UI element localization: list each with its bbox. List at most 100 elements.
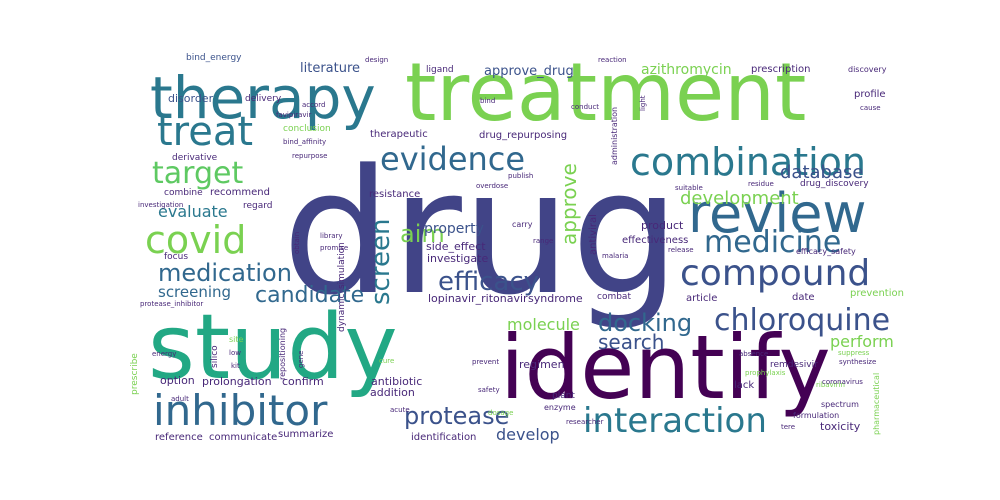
cloud-word: prolongation xyxy=(202,375,272,388)
cloud-word: reference xyxy=(155,432,203,443)
cloud-word: database xyxy=(780,162,863,183)
cloud-word: covid xyxy=(145,218,246,262)
cloud-word: overdose xyxy=(476,182,508,190)
cloud-word: accord xyxy=(302,101,325,109)
cloud-word: tere xyxy=(781,423,795,431)
cloud-word: conclusion xyxy=(283,124,331,134)
cloud-word: develop xyxy=(496,425,560,444)
cloud-word: regimen xyxy=(519,358,565,371)
cloud-word: identification xyxy=(411,432,476,443)
cloud-word: cure xyxy=(379,357,394,365)
cloud-word: repurpose xyxy=(292,152,327,160)
cloud-word: residue xyxy=(748,180,774,188)
cloud-word: property xyxy=(424,221,484,237)
cloud-word: search xyxy=(598,330,664,354)
cloud-word: screening xyxy=(158,283,231,301)
cloud-word: low xyxy=(229,349,241,357)
cloud-word: approve_drug xyxy=(484,64,574,79)
cloud-word: study xyxy=(148,295,398,400)
cloud-word: focus xyxy=(164,252,188,262)
cloud-word: disorder xyxy=(168,92,214,105)
cloud-word: remdesivir xyxy=(770,360,818,370)
cloud-word: ligand xyxy=(426,65,454,75)
cloud-word: treat xyxy=(157,109,253,155)
cloud-word: researcher xyxy=(566,418,604,426)
cloud-word: communicate xyxy=(209,432,277,443)
cloud-word: chloroquine xyxy=(714,303,890,338)
cloud-word: prevention xyxy=(850,288,904,299)
cloud-word: perform xyxy=(830,332,894,351)
cloud-word: prevent xyxy=(472,358,499,366)
cloud-word: suitable xyxy=(675,184,703,192)
cloud-word: investigation xyxy=(138,201,183,209)
cloud-word: combine xyxy=(164,188,203,198)
cloud-word: drug xyxy=(282,132,680,333)
cloud-word: candidate xyxy=(255,283,364,308)
cloud-word: discovery xyxy=(848,65,887,74)
cloud-word: kit xyxy=(231,362,240,370)
cloud-word: azithromycin xyxy=(641,62,732,78)
cloud-word: acute xyxy=(390,406,410,414)
cloud-word: approve xyxy=(557,163,581,245)
cloud-word: adult xyxy=(171,395,189,403)
cloud-word: development xyxy=(680,188,799,209)
cloud-word: medicine xyxy=(704,225,841,260)
cloud-word: evidence xyxy=(380,140,525,178)
cloud-word: therapeutic xyxy=(370,129,428,140)
cloud-word: efficacy xyxy=(438,267,539,297)
cloud-word: prophylaxis xyxy=(745,369,786,377)
cloud-word: article xyxy=(686,293,717,304)
cloud-word: derivative xyxy=(172,153,218,163)
cloud-word: combat xyxy=(597,292,631,302)
cloud-word: absence xyxy=(739,350,768,358)
cloud-word: profile xyxy=(854,89,886,100)
cloud-word: lack xyxy=(734,380,754,391)
cloud-word: antiviral xyxy=(588,214,599,255)
cloud-word: conduct xyxy=(571,103,599,111)
cloud-word: treatment xyxy=(405,46,806,139)
cloud-word: target xyxy=(152,156,243,191)
cloud-word: recommend xyxy=(210,187,270,198)
cloud-word: date xyxy=(792,292,815,303)
cloud-word: addition xyxy=(370,386,415,399)
cloud-word: site xyxy=(229,335,244,344)
cloud-word: pharmaceutical xyxy=(872,373,881,435)
cloud-word: dynamic_simulation xyxy=(337,242,347,332)
cloud-word: silico xyxy=(210,345,220,368)
cloud-word: publish xyxy=(508,172,533,180)
cloud-word: antibiotic xyxy=(371,375,422,388)
cloud-word: administration xyxy=(610,107,619,165)
cloud-word: spectrum xyxy=(821,400,859,409)
cloud-word: docking xyxy=(598,309,692,337)
cloud-word: prescription xyxy=(751,64,811,75)
cloud-word: prescribe xyxy=(130,353,140,395)
cloud-word: side_effect xyxy=(426,240,486,253)
cloud-word: screen xyxy=(366,219,396,305)
cloud-word: release xyxy=(668,246,694,254)
cloud-word: combination xyxy=(630,140,866,184)
cloud-word: review xyxy=(688,182,867,245)
cloud-word: range xyxy=(533,237,553,245)
cloud-word: bind_affinity xyxy=(283,138,326,146)
cloud-word: regard xyxy=(243,201,273,211)
cloud-word: synthesize xyxy=(839,358,876,366)
cloud-word: malaria xyxy=(602,252,628,260)
cloud-word: inhibitor xyxy=(153,386,328,435)
cloud-word: effectiveness xyxy=(622,235,688,246)
cloud-word: syndrome xyxy=(528,292,583,305)
cloud-word: enzyme xyxy=(544,403,576,412)
cloud-word: protease_inhibitor xyxy=(140,300,203,308)
cloud-word: delivery xyxy=(245,94,282,104)
cloud-word: compound xyxy=(680,253,870,294)
cloud-word: medication xyxy=(158,259,292,287)
cloud-word: repositioning xyxy=(278,328,287,380)
cloud-word: bind xyxy=(480,97,495,105)
cloud-word: drug_repurposing xyxy=(479,130,567,141)
cloud-word: protease xyxy=(404,402,509,430)
cloud-word: cause xyxy=(860,104,881,112)
cloud-word: resistance xyxy=(369,189,420,200)
cloud-word: energy xyxy=(152,350,176,358)
cloud-word: efficacy_safety xyxy=(796,247,856,256)
cloud-word: literature xyxy=(300,61,360,76)
